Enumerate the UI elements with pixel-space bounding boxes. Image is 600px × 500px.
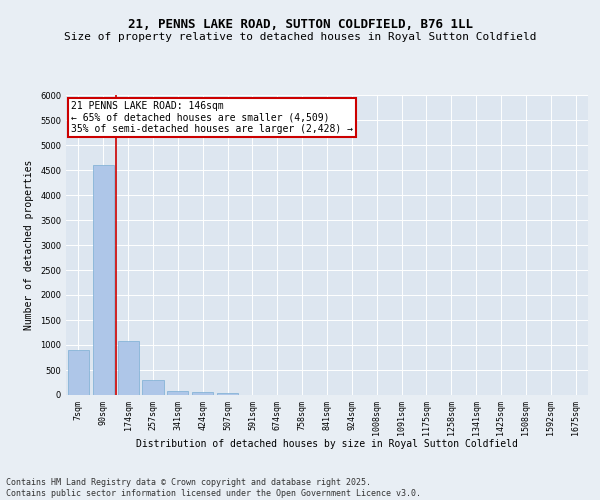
Bar [217,393,238,395]
Text: Contains HM Land Registry data © Crown copyright and database right 2025.
Contai: Contains HM Land Registry data © Crown c… [6,478,421,498]
Text: 21, PENNS LAKE ROAD, SUTTON COLDFIELD, B76 1LL: 21, PENNS LAKE ROAD, SUTTON COLDFIELD, B… [128,18,473,30]
Bar [93,165,114,395]
Text: Size of property relative to detached houses in Royal Sutton Coldfield: Size of property relative to detached ho… [64,32,536,42]
Bar [68,350,89,395]
Text: 21 PENNS LAKE ROAD: 146sqm
← 65% of detached houses are smaller (4,509)
35% of s: 21 PENNS LAKE ROAD: 146sqm ← 65% of deta… [71,101,353,134]
Bar [118,341,139,395]
X-axis label: Distribution of detached houses by size in Royal Sutton Coldfield: Distribution of detached houses by size … [136,439,518,449]
Bar [192,392,213,395]
Y-axis label: Number of detached properties: Number of detached properties [25,160,34,330]
Bar [142,380,164,395]
Bar [167,391,188,395]
